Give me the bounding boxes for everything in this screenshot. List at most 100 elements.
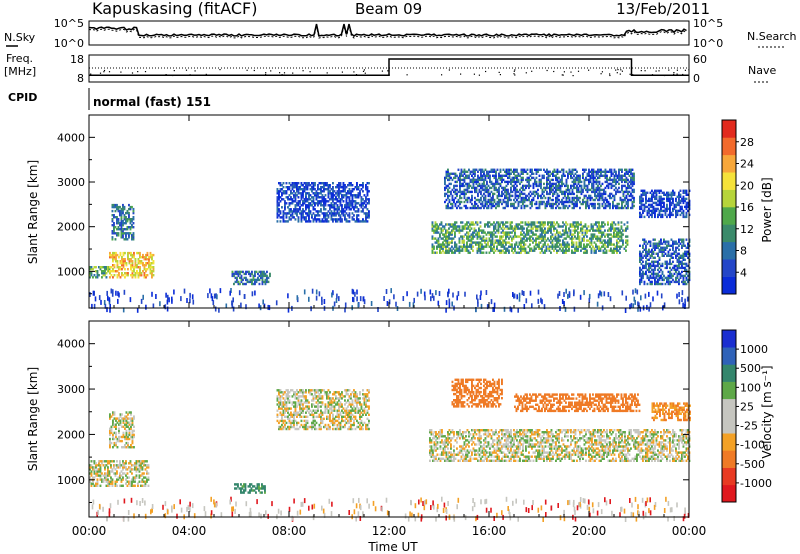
echo-cell xyxy=(550,184,553,188)
scatter-cell xyxy=(209,288,211,294)
echo-cell xyxy=(308,220,310,223)
echo-cell xyxy=(444,180,446,184)
echo-cell xyxy=(589,245,591,248)
echo-cell xyxy=(437,231,440,234)
nave-dot xyxy=(485,70,487,73)
scatter-cell xyxy=(118,292,120,298)
echo-cell xyxy=(505,192,508,196)
echo-cell xyxy=(312,200,315,203)
echo-cell xyxy=(149,272,152,275)
echo-cell xyxy=(651,209,653,213)
echo-cell xyxy=(591,202,593,206)
echo-cell xyxy=(143,274,146,277)
echo-cell xyxy=(475,188,478,192)
echo-cell xyxy=(532,223,534,226)
echo-cell xyxy=(336,218,339,221)
echo-cell xyxy=(145,253,147,257)
y-tick-label: 2000 xyxy=(57,221,85,234)
echo-cell xyxy=(568,235,570,238)
echo-cell xyxy=(330,202,333,205)
echo-cell xyxy=(342,186,345,189)
echo-cell xyxy=(101,266,103,269)
echo-cell xyxy=(510,188,512,192)
echo-cell xyxy=(122,203,124,207)
echo-cell xyxy=(617,241,620,244)
echo-cell xyxy=(134,266,137,269)
echo-cell xyxy=(368,200,370,203)
echo-cell xyxy=(676,242,679,245)
echo-cell xyxy=(685,211,688,215)
echo-cell xyxy=(604,174,607,177)
echo-cell xyxy=(254,280,256,284)
echo-cell xyxy=(652,246,655,249)
echo-cell xyxy=(541,239,543,242)
echo-cell xyxy=(114,484,117,487)
echo-cell xyxy=(520,239,522,242)
echo-cell xyxy=(472,186,475,190)
echo-cell xyxy=(333,212,336,215)
echo-cell xyxy=(543,200,545,204)
echo-cell xyxy=(466,186,469,190)
scatter-cell xyxy=(210,293,213,299)
echo-cell xyxy=(114,216,117,219)
echo-cell xyxy=(658,213,661,217)
echo-cell xyxy=(591,196,593,200)
echo-cell xyxy=(666,207,668,211)
echo-cell xyxy=(455,221,458,224)
echo-cell xyxy=(602,221,605,224)
echo-cell xyxy=(464,227,467,230)
echo-cell xyxy=(447,204,449,208)
freq-tick-high: 18 xyxy=(70,53,84,66)
echo-cell xyxy=(122,230,124,233)
echo-cell xyxy=(315,210,318,213)
echo-cell xyxy=(496,239,498,242)
echo-cell xyxy=(565,249,567,252)
echo-cell xyxy=(510,186,512,190)
echo-cell xyxy=(673,280,676,284)
echo-cell xyxy=(312,202,315,205)
echo-cell xyxy=(514,243,516,246)
echo-cell xyxy=(342,190,345,193)
echo-cell xyxy=(532,192,535,196)
echo-cell xyxy=(563,237,566,240)
echo-cell xyxy=(447,174,449,177)
echo-cell xyxy=(549,182,551,186)
echo-cell xyxy=(556,184,559,188)
echo-cell xyxy=(684,189,686,192)
scatter-cell xyxy=(140,298,143,304)
echo-cell xyxy=(640,262,643,266)
echo-cell xyxy=(493,198,496,202)
echo-cell xyxy=(496,180,499,184)
scatter-cell xyxy=(308,296,310,302)
echo-cell xyxy=(625,206,628,210)
echo-cell xyxy=(345,186,348,189)
echo-cell xyxy=(657,203,659,207)
echo-cell xyxy=(578,237,581,240)
echo-cell xyxy=(110,270,113,273)
beam-title: Beam 09 xyxy=(355,0,422,18)
echo-cell xyxy=(565,200,568,204)
echo-cell xyxy=(552,192,554,196)
echo-cell xyxy=(610,237,612,240)
echo-cell xyxy=(366,186,369,189)
echo-cell xyxy=(356,214,358,217)
echo-cell xyxy=(675,215,677,219)
echo-cell xyxy=(365,186,367,189)
echo-cell xyxy=(601,188,604,192)
echo-cell xyxy=(98,460,100,463)
echo-cell xyxy=(107,482,109,485)
echo-cell xyxy=(152,260,155,263)
echo-cell xyxy=(544,170,547,173)
scatter-cell xyxy=(225,303,228,309)
echo-cell xyxy=(528,182,530,186)
echo-cell xyxy=(267,276,270,280)
echo-cell xyxy=(345,206,348,209)
echo-cell xyxy=(469,251,471,254)
echo-cell xyxy=(112,268,114,271)
echo-cell xyxy=(583,239,585,242)
echo-cell xyxy=(619,198,622,202)
echo-cell xyxy=(300,210,303,213)
echo-cell xyxy=(685,254,688,257)
echo-cell xyxy=(546,204,548,208)
